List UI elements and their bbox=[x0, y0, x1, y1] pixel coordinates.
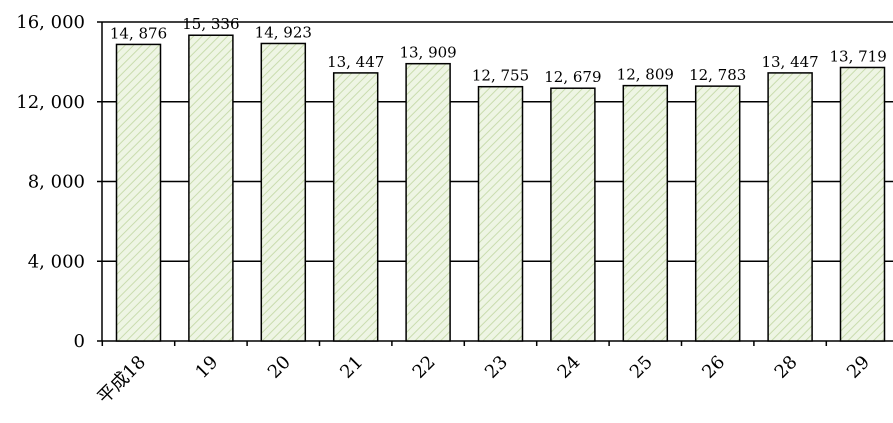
data-label: 13, 447 bbox=[327, 53, 384, 71]
x-tick-label: 19 bbox=[191, 352, 222, 383]
x-tick-labels: 平成18 19 20 21 22 23 24 25 26 28 29 bbox=[94, 352, 875, 409]
data-label: 13, 719 bbox=[830, 47, 887, 65]
y-tick-label: 8, 000 bbox=[28, 172, 85, 193]
y-tick-label: 12, 000 bbox=[16, 92, 85, 113]
x-tick-label: 29 bbox=[843, 352, 874, 383]
data-labels: 14, 876 15, 336 14, 923 13, 447 13, 909 12, 7… bbox=[110, 15, 887, 86]
bar bbox=[550, 87, 596, 342]
data-label: 15, 336 bbox=[182, 15, 239, 33]
bar bbox=[839, 66, 886, 342]
bar bbox=[115, 43, 162, 342]
y-tick-label: 16, 000 bbox=[16, 12, 85, 33]
bar bbox=[405, 62, 451, 342]
x-tick-label: 平成18 bbox=[94, 352, 151, 409]
y-tick-label: 4, 000 bbox=[28, 251, 85, 272]
bar bbox=[260, 42, 307, 342]
bar bbox=[622, 84, 669, 342]
bar bbox=[767, 72, 813, 342]
data-label: 12, 679 bbox=[544, 68, 601, 86]
x-tick-label: 20 bbox=[264, 352, 295, 383]
x-tick-label: 23 bbox=[481, 352, 512, 383]
y-tick-label: 0 bbox=[74, 331, 85, 352]
bar bbox=[694, 85, 741, 342]
x-tick-label: 22 bbox=[409, 352, 440, 383]
data-label: 13, 909 bbox=[399, 44, 456, 62]
data-label: 14, 876 bbox=[110, 24, 167, 42]
bar bbox=[332, 72, 379, 342]
bar bbox=[188, 34, 234, 342]
data-label: 13, 447 bbox=[761, 53, 818, 71]
x-tick-label: 24 bbox=[553, 352, 584, 383]
x-tick-label: 26 bbox=[698, 352, 729, 383]
y-tick-labels: 0 4, 000 8, 000 12, 000 16, 000 bbox=[16, 12, 85, 352]
x-tick-label: 21 bbox=[336, 352, 367, 383]
x-tick-label: 25 bbox=[626, 352, 657, 383]
bars bbox=[115, 34, 886, 342]
bar bbox=[477, 85, 524, 342]
data-label: 12, 755 bbox=[472, 67, 529, 85]
x-tick-label: 28 bbox=[771, 352, 802, 383]
data-label: 12, 783 bbox=[689, 66, 746, 84]
data-label: 14, 923 bbox=[255, 23, 312, 41]
data-label: 12, 809 bbox=[617, 66, 674, 84]
